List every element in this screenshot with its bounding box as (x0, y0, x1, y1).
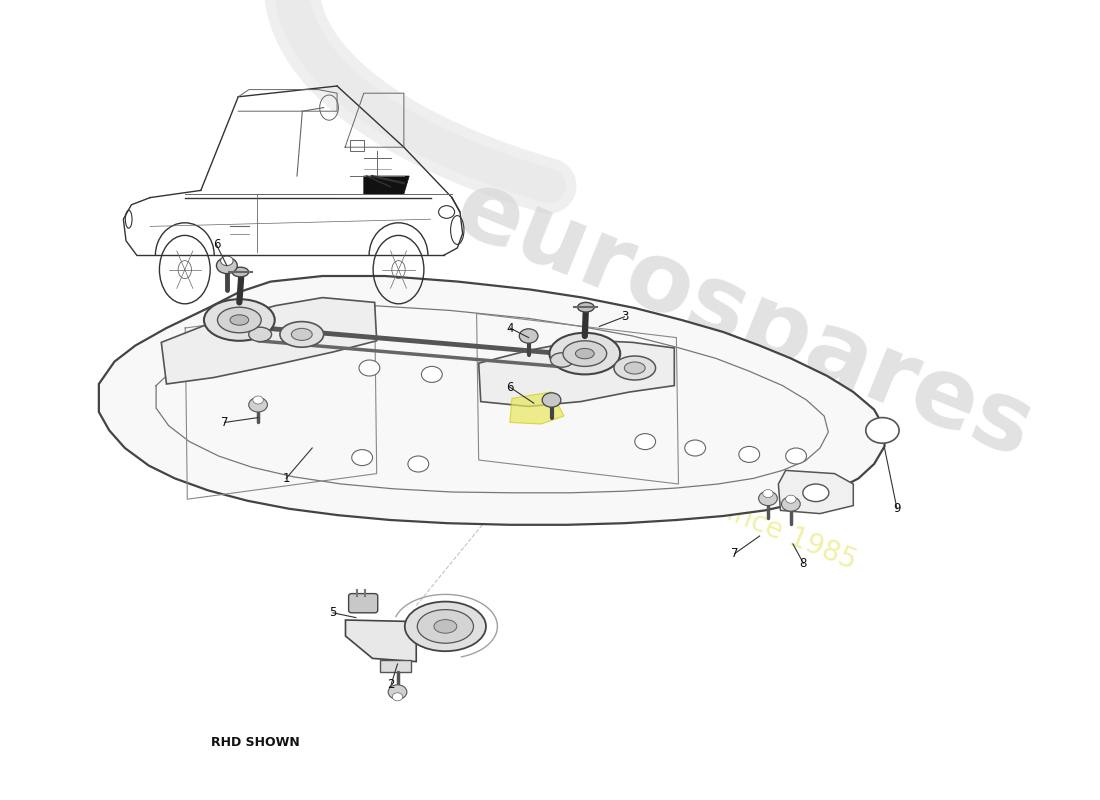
Polygon shape (779, 470, 854, 514)
Text: 2: 2 (387, 678, 395, 690)
Text: 6: 6 (506, 381, 514, 394)
Text: 7: 7 (730, 547, 738, 560)
Ellipse shape (549, 333, 620, 374)
Circle shape (221, 256, 233, 266)
Polygon shape (510, 392, 564, 424)
Polygon shape (162, 298, 376, 384)
Polygon shape (364, 176, 409, 194)
Circle shape (217, 258, 238, 274)
Ellipse shape (614, 356, 656, 380)
Ellipse shape (563, 341, 607, 366)
FancyBboxPatch shape (349, 594, 377, 613)
Ellipse shape (249, 327, 272, 342)
Ellipse shape (578, 302, 594, 312)
Circle shape (542, 393, 561, 407)
Circle shape (249, 398, 267, 412)
Text: 6: 6 (212, 238, 220, 251)
Circle shape (408, 456, 429, 472)
Circle shape (759, 491, 778, 506)
Circle shape (359, 360, 380, 376)
Polygon shape (379, 660, 411, 672)
Circle shape (393, 693, 403, 701)
Circle shape (388, 685, 407, 699)
Ellipse shape (803, 484, 828, 502)
Text: 7: 7 (221, 416, 229, 429)
Ellipse shape (575, 349, 594, 358)
Text: RHD SHOWN: RHD SHOWN (210, 736, 299, 749)
Text: 8: 8 (800, 557, 807, 570)
Circle shape (781, 497, 800, 511)
Ellipse shape (230, 314, 249, 326)
Text: 5: 5 (329, 606, 337, 619)
Circle shape (866, 418, 899, 443)
Ellipse shape (417, 610, 473, 643)
Ellipse shape (405, 602, 486, 651)
Ellipse shape (279, 322, 323, 347)
Circle shape (762, 490, 773, 498)
Polygon shape (478, 340, 674, 406)
Circle shape (253, 396, 263, 404)
Circle shape (421, 366, 442, 382)
Ellipse shape (550, 353, 573, 367)
Text: 3: 3 (620, 310, 628, 323)
Ellipse shape (433, 619, 456, 634)
Text: 9: 9 (893, 502, 901, 515)
Ellipse shape (625, 362, 646, 374)
Text: a passion for parts since 1985: a passion for parts since 1985 (461, 393, 860, 575)
Circle shape (352, 450, 373, 466)
Circle shape (635, 434, 656, 450)
Polygon shape (345, 620, 416, 662)
Circle shape (739, 446, 760, 462)
Ellipse shape (292, 328, 312, 341)
Circle shape (684, 440, 705, 456)
Text: eurospares: eurospares (442, 162, 1046, 478)
Circle shape (785, 448, 806, 464)
Circle shape (785, 495, 796, 503)
Ellipse shape (218, 307, 261, 333)
Text: 1: 1 (283, 472, 290, 485)
Polygon shape (99, 276, 884, 525)
Text: 4: 4 (506, 322, 514, 334)
Ellipse shape (204, 299, 275, 341)
Circle shape (519, 329, 538, 343)
Ellipse shape (232, 267, 249, 277)
